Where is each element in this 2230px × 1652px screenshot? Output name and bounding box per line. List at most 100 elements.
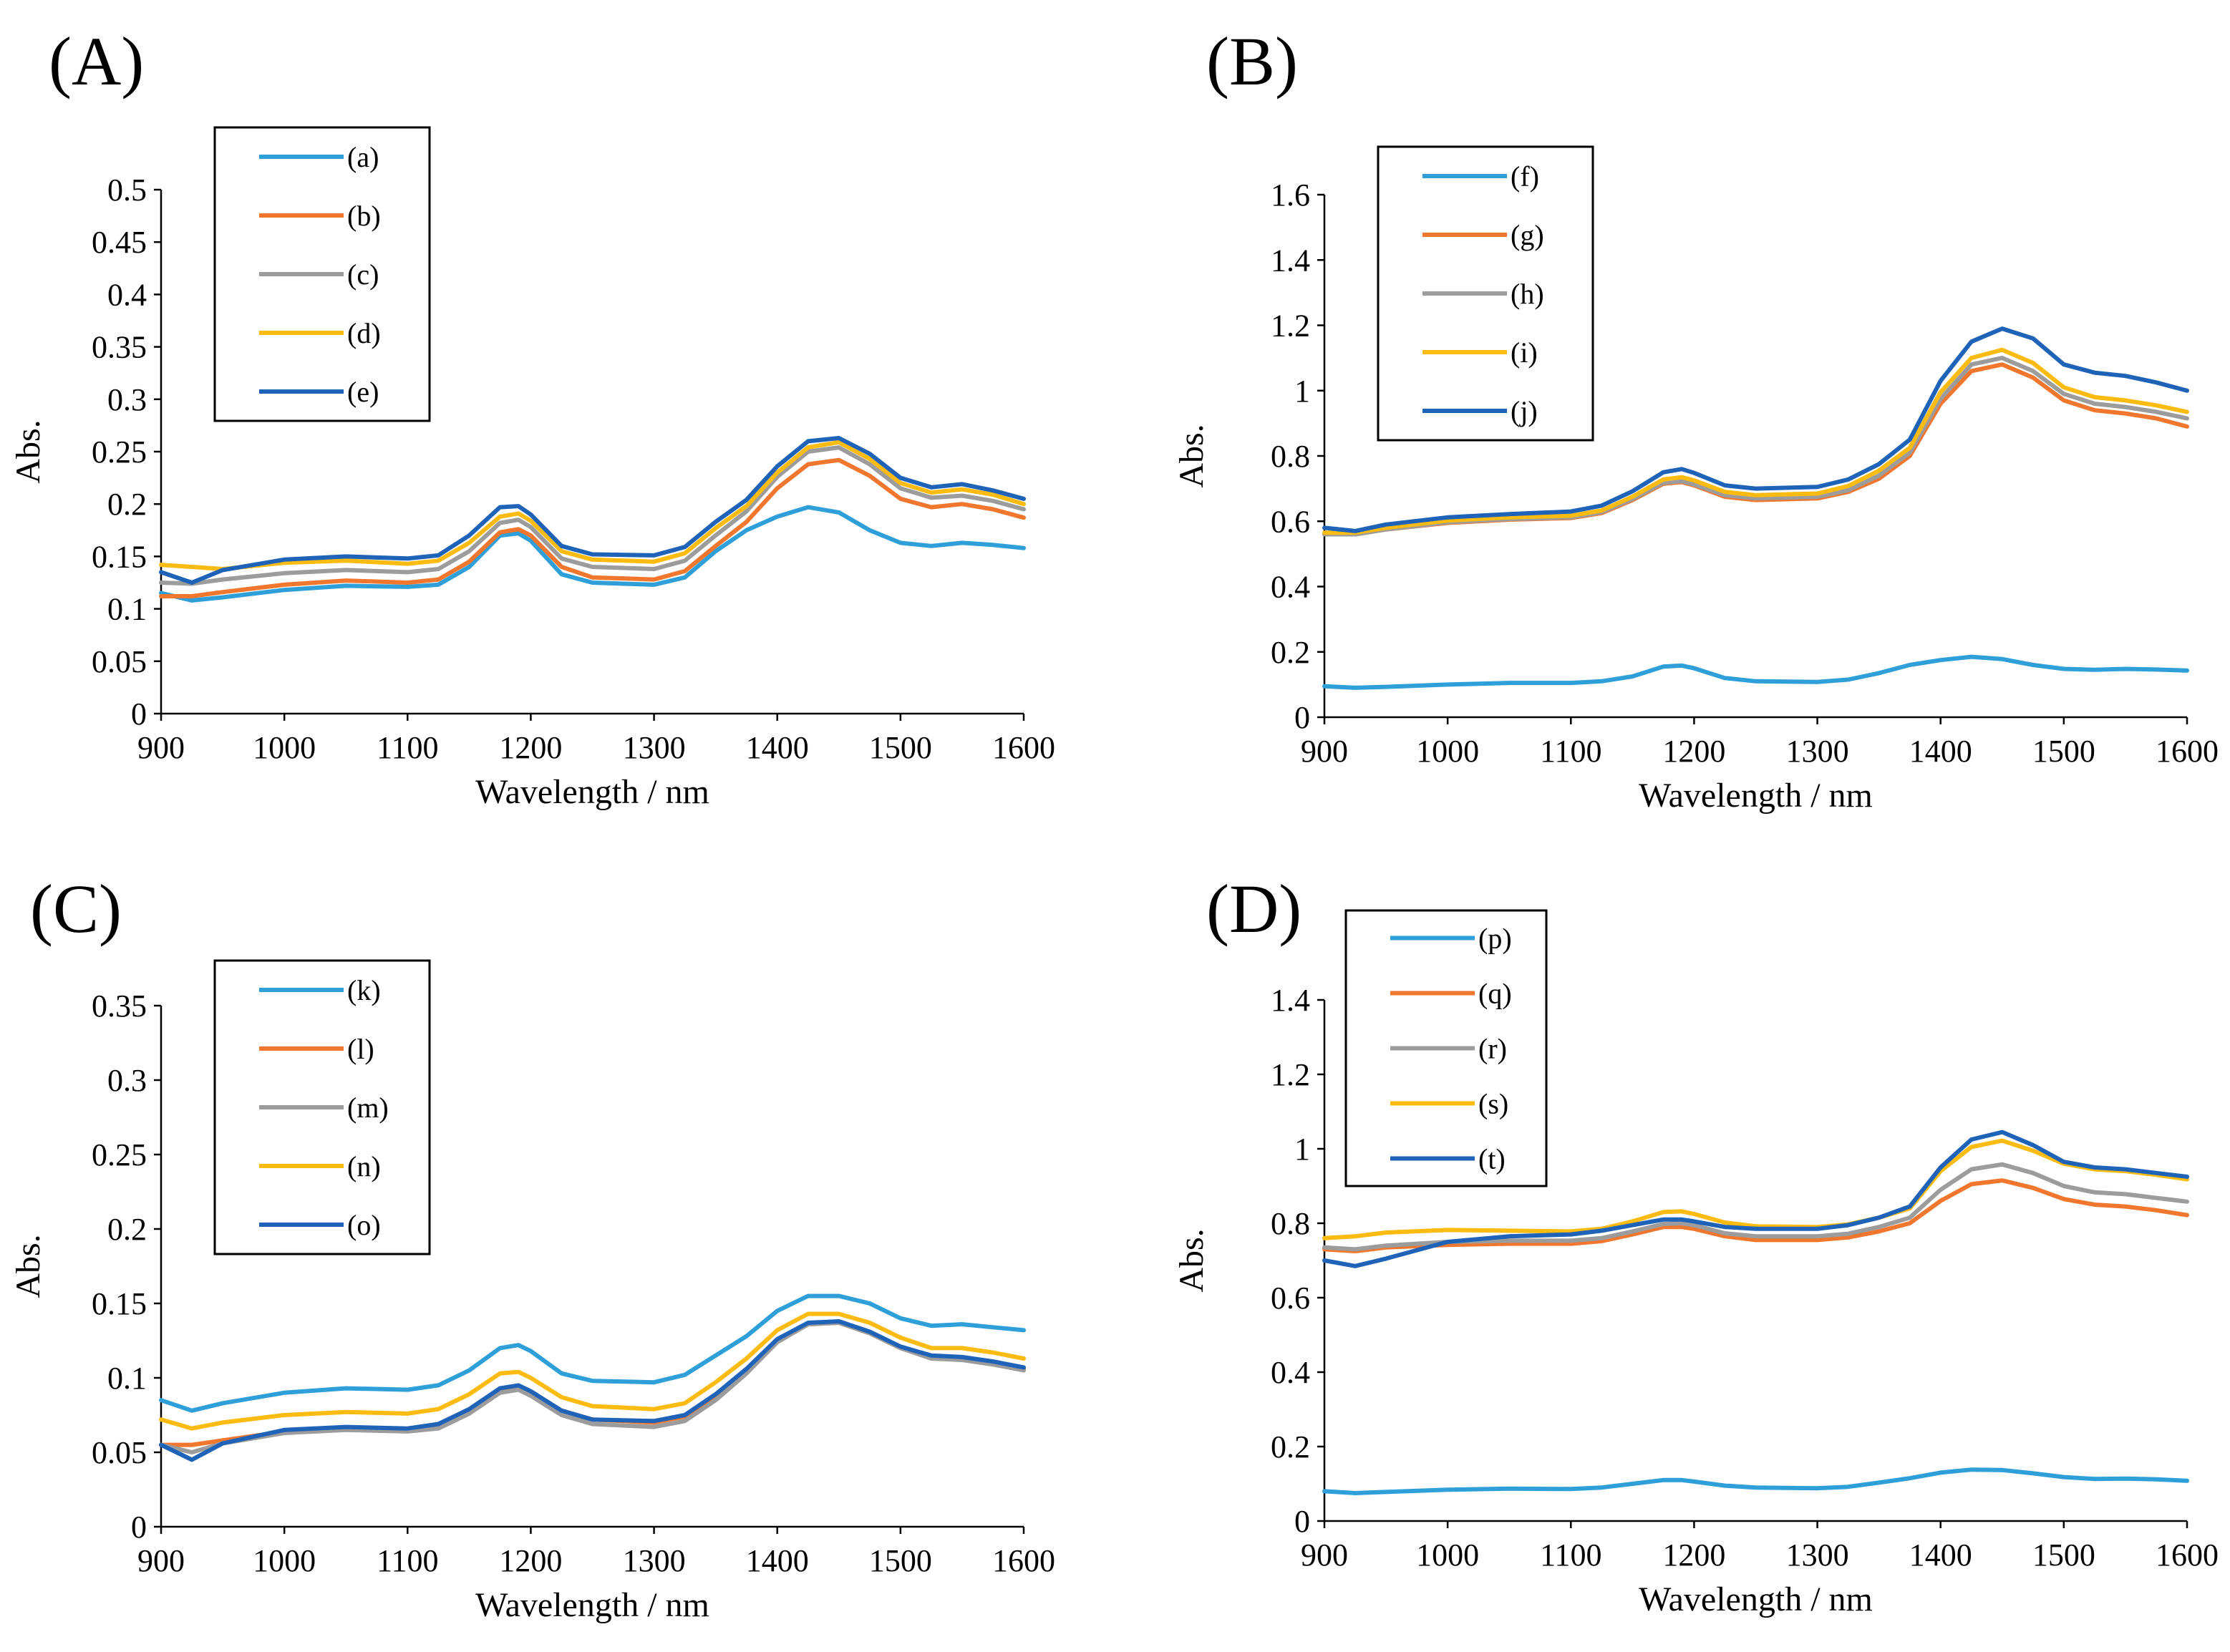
y-axis-title: Abs. bbox=[1173, 424, 1211, 487]
y-tick-label: 0 bbox=[1294, 1504, 1310, 1539]
x-tick-label: 1200 bbox=[1662, 1537, 1725, 1573]
legend-label: (g) bbox=[1511, 219, 1544, 251]
x-tick-label: 1000 bbox=[253, 730, 316, 765]
x-tick-label: 1100 bbox=[1540, 1537, 1601, 1573]
y-tick-label: 0.15 bbox=[92, 539, 147, 574]
y-tick-label: 1.2 bbox=[1271, 308, 1310, 344]
series-line-d bbox=[159, 439, 1026, 571]
series-line-j bbox=[1322, 326, 2189, 533]
legend-label: (a) bbox=[347, 141, 379, 173]
legend-label: (e) bbox=[347, 376, 379, 408]
y-tick-label: 1.4 bbox=[1271, 243, 1310, 278]
x-tick-label: 900 bbox=[1301, 734, 1348, 769]
x-tick-label: 1600 bbox=[2156, 734, 2219, 769]
x-tick-label: 900 bbox=[137, 1543, 185, 1578]
y-tick-label: 1.2 bbox=[1271, 1057, 1310, 1092]
y-tick-label: 0.05 bbox=[92, 1435, 147, 1470]
panel-a: (A) 0 0.05 0.1 0.15 0.2 0.25 0.3 0.35 0.4 0.45 0.5 9… bbox=[9, 23, 1055, 811]
x-tick-label: 900 bbox=[137, 730, 185, 765]
y-tick-label: 0 bbox=[131, 696, 147, 732]
panel-c: (C) 0 0.05 0.1 0.15 0.2 0.25 0.3 0.35 900 1000 1100… bbox=[9, 870, 1055, 1624]
panel-d: (D) 0 0.2 0.4 0.6 0.8 1 1.2 1.4 900 1000 1100 1200 13… bbox=[1173, 870, 2219, 1618]
series-line-n bbox=[159, 1311, 1026, 1431]
x-tick-label: 1000 bbox=[1416, 734, 1479, 769]
y-tick-label: 0.5 bbox=[107, 173, 147, 208]
legend-label: (k) bbox=[347, 974, 381, 1006]
y-tick-label: 0.25 bbox=[92, 1137, 147, 1172]
y-tick-label: 0.25 bbox=[92, 434, 147, 470]
y-tick-label: 0.2 bbox=[107, 487, 147, 522]
legend-label: (o) bbox=[347, 1209, 381, 1241]
series-line-f bbox=[1322, 654, 2189, 690]
x-tick-label: 1300 bbox=[623, 730, 686, 765]
panel-letter: (D) bbox=[1206, 870, 1301, 947]
x-axis-title: Wavelength / nm bbox=[1639, 1580, 1873, 1618]
legend-label: (d) bbox=[347, 317, 381, 349]
legend-label: (j) bbox=[1511, 395, 1538, 427]
x-tick-label: 1500 bbox=[2032, 734, 2095, 769]
x-tick-label: 1500 bbox=[869, 730, 932, 765]
y-axis-title: Abs. bbox=[1173, 1228, 1211, 1292]
y-tick-label: 0.35 bbox=[92, 330, 147, 365]
y-tick-label: 0.4 bbox=[1271, 570, 1310, 605]
x-tick-label: 1500 bbox=[869, 1543, 932, 1578]
x-axis-title: Wavelength / nm bbox=[475, 1586, 709, 1624]
y-tick-label: 1 bbox=[1294, 374, 1310, 409]
legend: (f) (g) (h) (i) (j) bbox=[1377, 145, 1594, 442]
series-line-e bbox=[159, 436, 1026, 585]
series-line-b bbox=[159, 457, 1026, 598]
x-tick-label: 1000 bbox=[253, 1543, 316, 1578]
x-axis-title: Wavelength / nm bbox=[475, 773, 709, 811]
y-tick-label: 0.4 bbox=[107, 277, 147, 312]
y-tick-label: 0 bbox=[131, 1510, 147, 1545]
legend: (k) (l) (m) (n) (o) bbox=[213, 959, 431, 1255]
x-tick-label: 1600 bbox=[992, 1543, 1055, 1578]
panel-letter: (A) bbox=[49, 23, 144, 99]
y-tick-label: 0.6 bbox=[1271, 504, 1310, 539]
legend-label: (i) bbox=[1511, 336, 1538, 369]
panel-b: (B) 0 0.2 0.4 0.6 0.8 1 1.2 1.4 1.6 900 1000 1100 120… bbox=[1173, 23, 2219, 815]
legend-label: (l) bbox=[347, 1033, 374, 1065]
y-tick-label: 0.1 bbox=[107, 592, 147, 627]
x-tick-label: 1300 bbox=[623, 1543, 686, 1578]
x-tick-label: 1000 bbox=[1416, 1537, 1479, 1573]
y-tick-label: 0.4 bbox=[1271, 1355, 1310, 1390]
legend-label: (m) bbox=[347, 1092, 389, 1124]
series-line-r bbox=[1322, 1162, 2189, 1252]
x-tick-label: 1200 bbox=[499, 1543, 562, 1578]
x-tick-label: 1600 bbox=[2156, 1537, 2219, 1573]
y-tick-label: 0.15 bbox=[92, 1286, 147, 1321]
x-tick-label: 1400 bbox=[1909, 734, 1972, 769]
legend-label: (h) bbox=[1511, 278, 1544, 310]
x-tick-label: 1200 bbox=[1662, 734, 1725, 769]
y-axis-title: Abs. bbox=[9, 1234, 47, 1298]
x-tick-label: 900 bbox=[1301, 1537, 1348, 1573]
x-tick-label: 1100 bbox=[377, 730, 438, 765]
x-tick-label: 1100 bbox=[377, 1543, 438, 1578]
x-axis-title: Wavelength / nm bbox=[1639, 777, 1873, 815]
legend-label: (p) bbox=[1478, 923, 1512, 955]
x-tick-label: 1100 bbox=[1540, 734, 1601, 769]
y-tick-label: 0.1 bbox=[107, 1361, 147, 1396]
legend-label: (f) bbox=[1511, 160, 1539, 193]
y-tick-label: 0.2 bbox=[107, 1212, 147, 1247]
legend-label: (t) bbox=[1478, 1143, 1506, 1175]
x-tick-label: 1400 bbox=[746, 1543, 809, 1578]
series-line-l bbox=[159, 1321, 1026, 1447]
y-tick-label: 0.05 bbox=[92, 644, 147, 679]
legend: (a) (b) (c) (d) (e) bbox=[213, 126, 431, 422]
x-tick-label: 1200 bbox=[499, 730, 562, 765]
x-tick-label: 1500 bbox=[2032, 1537, 2095, 1573]
legend-label: (s) bbox=[1478, 1088, 1508, 1120]
y-tick-label: 0.45 bbox=[92, 225, 147, 260]
series-line-s bbox=[1322, 1138, 2189, 1240]
y-tick-label: 0 bbox=[1294, 700, 1310, 735]
series-line-k bbox=[159, 1293, 1026, 1413]
y-tick-label: 1.4 bbox=[1271, 983, 1310, 1018]
legend-label: (b) bbox=[347, 200, 381, 232]
y-tick-label: 0.8 bbox=[1271, 439, 1310, 474]
panel-letter: (C) bbox=[30, 870, 122, 947]
series-line-c bbox=[159, 445, 1026, 586]
y-tick-label: 0.2 bbox=[1271, 1429, 1310, 1464]
